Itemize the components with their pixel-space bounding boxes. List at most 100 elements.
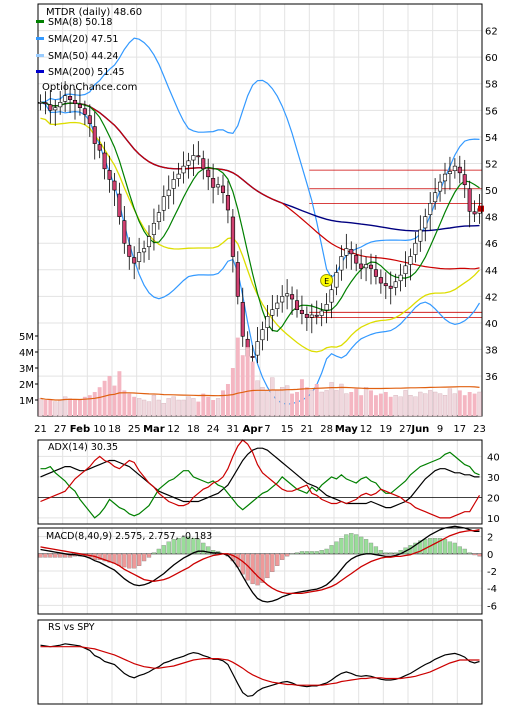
volume-bar bbox=[354, 388, 359, 416]
macd-histogram-bar bbox=[285, 553, 290, 557]
volume-bar bbox=[181, 399, 186, 417]
macd-histogram-bar bbox=[127, 553, 132, 569]
macd-histogram-bar bbox=[260, 553, 265, 583]
macd-histogram-bar bbox=[354, 534, 359, 554]
volume-bar bbox=[63, 396, 68, 417]
date-tick-label: 27 bbox=[399, 424, 412, 435]
candle-body bbox=[176, 173, 181, 179]
volume-bar bbox=[413, 396, 418, 417]
legend-label-sma8: SMA(8) 50.18 bbox=[48, 17, 112, 28]
watermark: OptionChance.com bbox=[42, 82, 137, 93]
macd-histogram-bar bbox=[363, 539, 369, 554]
macd-histogram-bar bbox=[437, 537, 443, 554]
macd-tick-label: 0 bbox=[487, 550, 493, 561]
macd-histogram-bar bbox=[151, 552, 157, 554]
candle-body bbox=[146, 236, 152, 248]
macd-histogram-bar bbox=[38, 553, 43, 558]
volume-bar bbox=[53, 401, 58, 417]
candle-body bbox=[324, 304, 329, 311]
macd-tick-label: 2 bbox=[487, 533, 493, 544]
candle-body bbox=[132, 257, 137, 264]
macd-histogram-bar bbox=[206, 546, 211, 554]
macd-histogram-bar bbox=[289, 553, 295, 555]
volume-bar bbox=[107, 376, 112, 416]
adx-panel: 10 20 30 40 bbox=[37, 439, 500, 525]
candle-body bbox=[413, 242, 418, 255]
candle-body bbox=[68, 96, 73, 100]
adx-frame bbox=[37, 439, 483, 525]
volume-tick-label: 2M bbox=[19, 380, 34, 391]
macd-histogram-bar bbox=[294, 552, 300, 554]
volume-bar bbox=[38, 398, 43, 417]
macd-panel-title: MACD(8,40,9) 2.575, 2.757, -0.183 bbox=[46, 531, 212, 542]
volume-bar bbox=[82, 396, 87, 416]
volume-bar bbox=[137, 398, 142, 417]
volume-bar bbox=[359, 395, 364, 416]
candle-body bbox=[77, 103, 82, 108]
macd-histogram-bar bbox=[112, 553, 117, 564]
date-tick-label: 12 bbox=[167, 424, 180, 435]
candle-body bbox=[63, 95, 68, 102]
volume-bar bbox=[433, 391, 438, 417]
date-tick-label: 24 bbox=[207, 424, 220, 435]
volume-bar bbox=[156, 399, 161, 417]
earnings-marker-label: E bbox=[324, 277, 329, 286]
date-tick-label: May bbox=[335, 424, 358, 435]
candle-body bbox=[181, 165, 186, 174]
candle-body bbox=[472, 211, 477, 215]
candle-body bbox=[438, 181, 443, 192]
candle-body bbox=[38, 102, 43, 104]
macd-tick-label: -6 bbox=[487, 601, 497, 612]
candle-body bbox=[403, 265, 408, 275]
legend-swatch-sma200 bbox=[36, 70, 44, 73]
bollinger-upper-line bbox=[40, 37, 480, 279]
macd-histogram-bar bbox=[413, 542, 418, 554]
volume-bar bbox=[290, 393, 295, 416]
volume-bar bbox=[102, 380, 107, 416]
rs-series-line bbox=[40, 643, 480, 697]
volume-bar bbox=[250, 361, 255, 416]
macd-histogram-bar bbox=[467, 552, 472, 554]
volume-bar bbox=[117, 371, 122, 416]
macd-tick-label: -4 bbox=[487, 584, 497, 595]
volume-bar bbox=[304, 387, 309, 416]
candle-body bbox=[309, 314, 314, 318]
volume-bar bbox=[299, 379, 304, 416]
macd-histogram-bar bbox=[196, 539, 201, 554]
volume-bar bbox=[176, 399, 181, 417]
macd-histogram-bar bbox=[462, 548, 467, 554]
candle-body bbox=[186, 160, 191, 166]
macd-histogram-bar bbox=[156, 548, 161, 554]
candle-body bbox=[334, 272, 339, 288]
candle-body bbox=[196, 155, 201, 158]
candle-body bbox=[206, 169, 211, 178]
macd-histogram-bar bbox=[349, 533, 354, 554]
price-tick-label: 36 bbox=[485, 372, 498, 383]
candle-body bbox=[457, 166, 462, 174]
volume-bar bbox=[418, 391, 423, 417]
adx-panel-title: ADX(14) 30.35 bbox=[48, 442, 118, 453]
price-tick-label: 54 bbox=[485, 133, 498, 144]
macd-histogram-bar bbox=[452, 542, 457, 554]
price-tick-label: 48 bbox=[485, 213, 498, 224]
macd-histogram-bar bbox=[423, 539, 428, 554]
candle-body bbox=[220, 185, 226, 194]
macd-grid bbox=[37, 528, 483, 614]
price-tick-label: 38 bbox=[485, 346, 498, 357]
volume-bar bbox=[462, 395, 467, 416]
macd-histogram-bar bbox=[137, 553, 142, 566]
macd-series-line bbox=[40, 529, 480, 595]
candle-body bbox=[107, 170, 112, 180]
adx-series-line bbox=[40, 447, 480, 509]
macd-histogram-bar bbox=[141, 553, 147, 562]
macd-histogram-bar bbox=[329, 545, 334, 554]
volume-bar bbox=[452, 393, 457, 417]
legend-swatch-sma50 bbox=[36, 54, 44, 57]
date-tick-label: 17 bbox=[453, 424, 466, 435]
volume-bar bbox=[388, 396, 393, 416]
macd-histogram-bar bbox=[339, 537, 344, 554]
volume-bar bbox=[314, 384, 319, 416]
volume-bar bbox=[467, 392, 472, 416]
volume-bar bbox=[230, 368, 235, 416]
adx-tick-label: 30 bbox=[487, 473, 500, 484]
